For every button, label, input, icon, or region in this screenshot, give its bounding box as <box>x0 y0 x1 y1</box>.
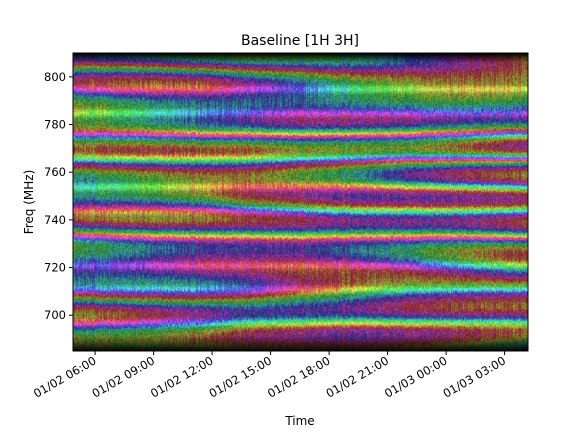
spectrogram-image <box>73 53 528 351</box>
y-tick-label: 780 <box>44 118 66 132</box>
spectrogram-plot-area <box>73 53 528 351</box>
plot-frame <box>72 52 529 352</box>
y-tick-label: 800 <box>44 70 66 84</box>
x-axis-label: Time <box>284 414 314 428</box>
y-tick-label: 760 <box>44 165 66 179</box>
x-tick-label: 01/02 09:00 <box>90 353 158 400</box>
chart-title: Baseline [1H 3H] <box>241 33 359 49</box>
x-tick-label: 01/02 06:00 <box>31 353 99 400</box>
y-tick-label: 720 <box>44 261 66 275</box>
x-tick-label: 01/02 15:00 <box>207 353 275 400</box>
y-axis-label: Freq (MHz) <box>22 170 36 235</box>
y-axis: 700 720 740 760 780 800 <box>44 70 73 322</box>
x-tick-label: 01/02 21:00 <box>324 353 392 400</box>
y-tick-label: 740 <box>44 213 66 227</box>
x-tick-label: 01/03 03:00 <box>441 353 509 400</box>
y-tick-label: 700 <box>44 308 66 322</box>
x-tick-label: 01/02 12:00 <box>148 353 216 400</box>
x-tick-label: 01/02 18:00 <box>265 353 333 400</box>
x-tick-label: 01/03 00:00 <box>382 353 450 400</box>
